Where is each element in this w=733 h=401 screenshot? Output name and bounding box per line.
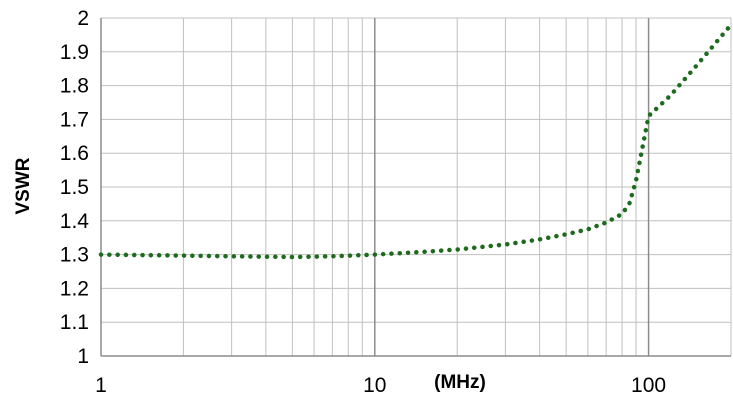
x-tick-labels: 1 10 100 <box>95 374 666 397</box>
y-tick-label: 1.4 <box>60 210 90 233</box>
x-tick-label: 10 <box>363 374 386 397</box>
y-tick-label: 1.9 <box>60 41 89 64</box>
y-tick-label: 1.2 <box>60 277 89 300</box>
y-tick-label: 1.3 <box>60 244 89 267</box>
y-axis-title: VSWR <box>13 157 34 214</box>
grid-lines <box>101 17 732 356</box>
y-tick-label: 2 <box>77 7 89 30</box>
y-tick-label: 1.1 <box>60 311 89 334</box>
y-tick-labels: 1 1.1 1.2 1.3 1.4 1.5 1.6 1.7 1.8 1.9 2 <box>60 7 90 368</box>
axes <box>100 18 731 357</box>
y-tick-label: 1.6 <box>60 142 89 165</box>
x-tick-label: 100 <box>631 374 666 397</box>
x-tick-label: 1 <box>95 374 107 397</box>
vswr-series-line <box>98 22 733 260</box>
series-line <box>98 22 733 260</box>
y-tick-label: 1.5 <box>60 176 89 199</box>
y-tick-label: 1.8 <box>60 75 89 98</box>
y-tick-label: 1 <box>77 345 89 368</box>
x-axis-title: (MHz) <box>434 372 486 393</box>
y-tick-label: 1.7 <box>60 108 89 131</box>
